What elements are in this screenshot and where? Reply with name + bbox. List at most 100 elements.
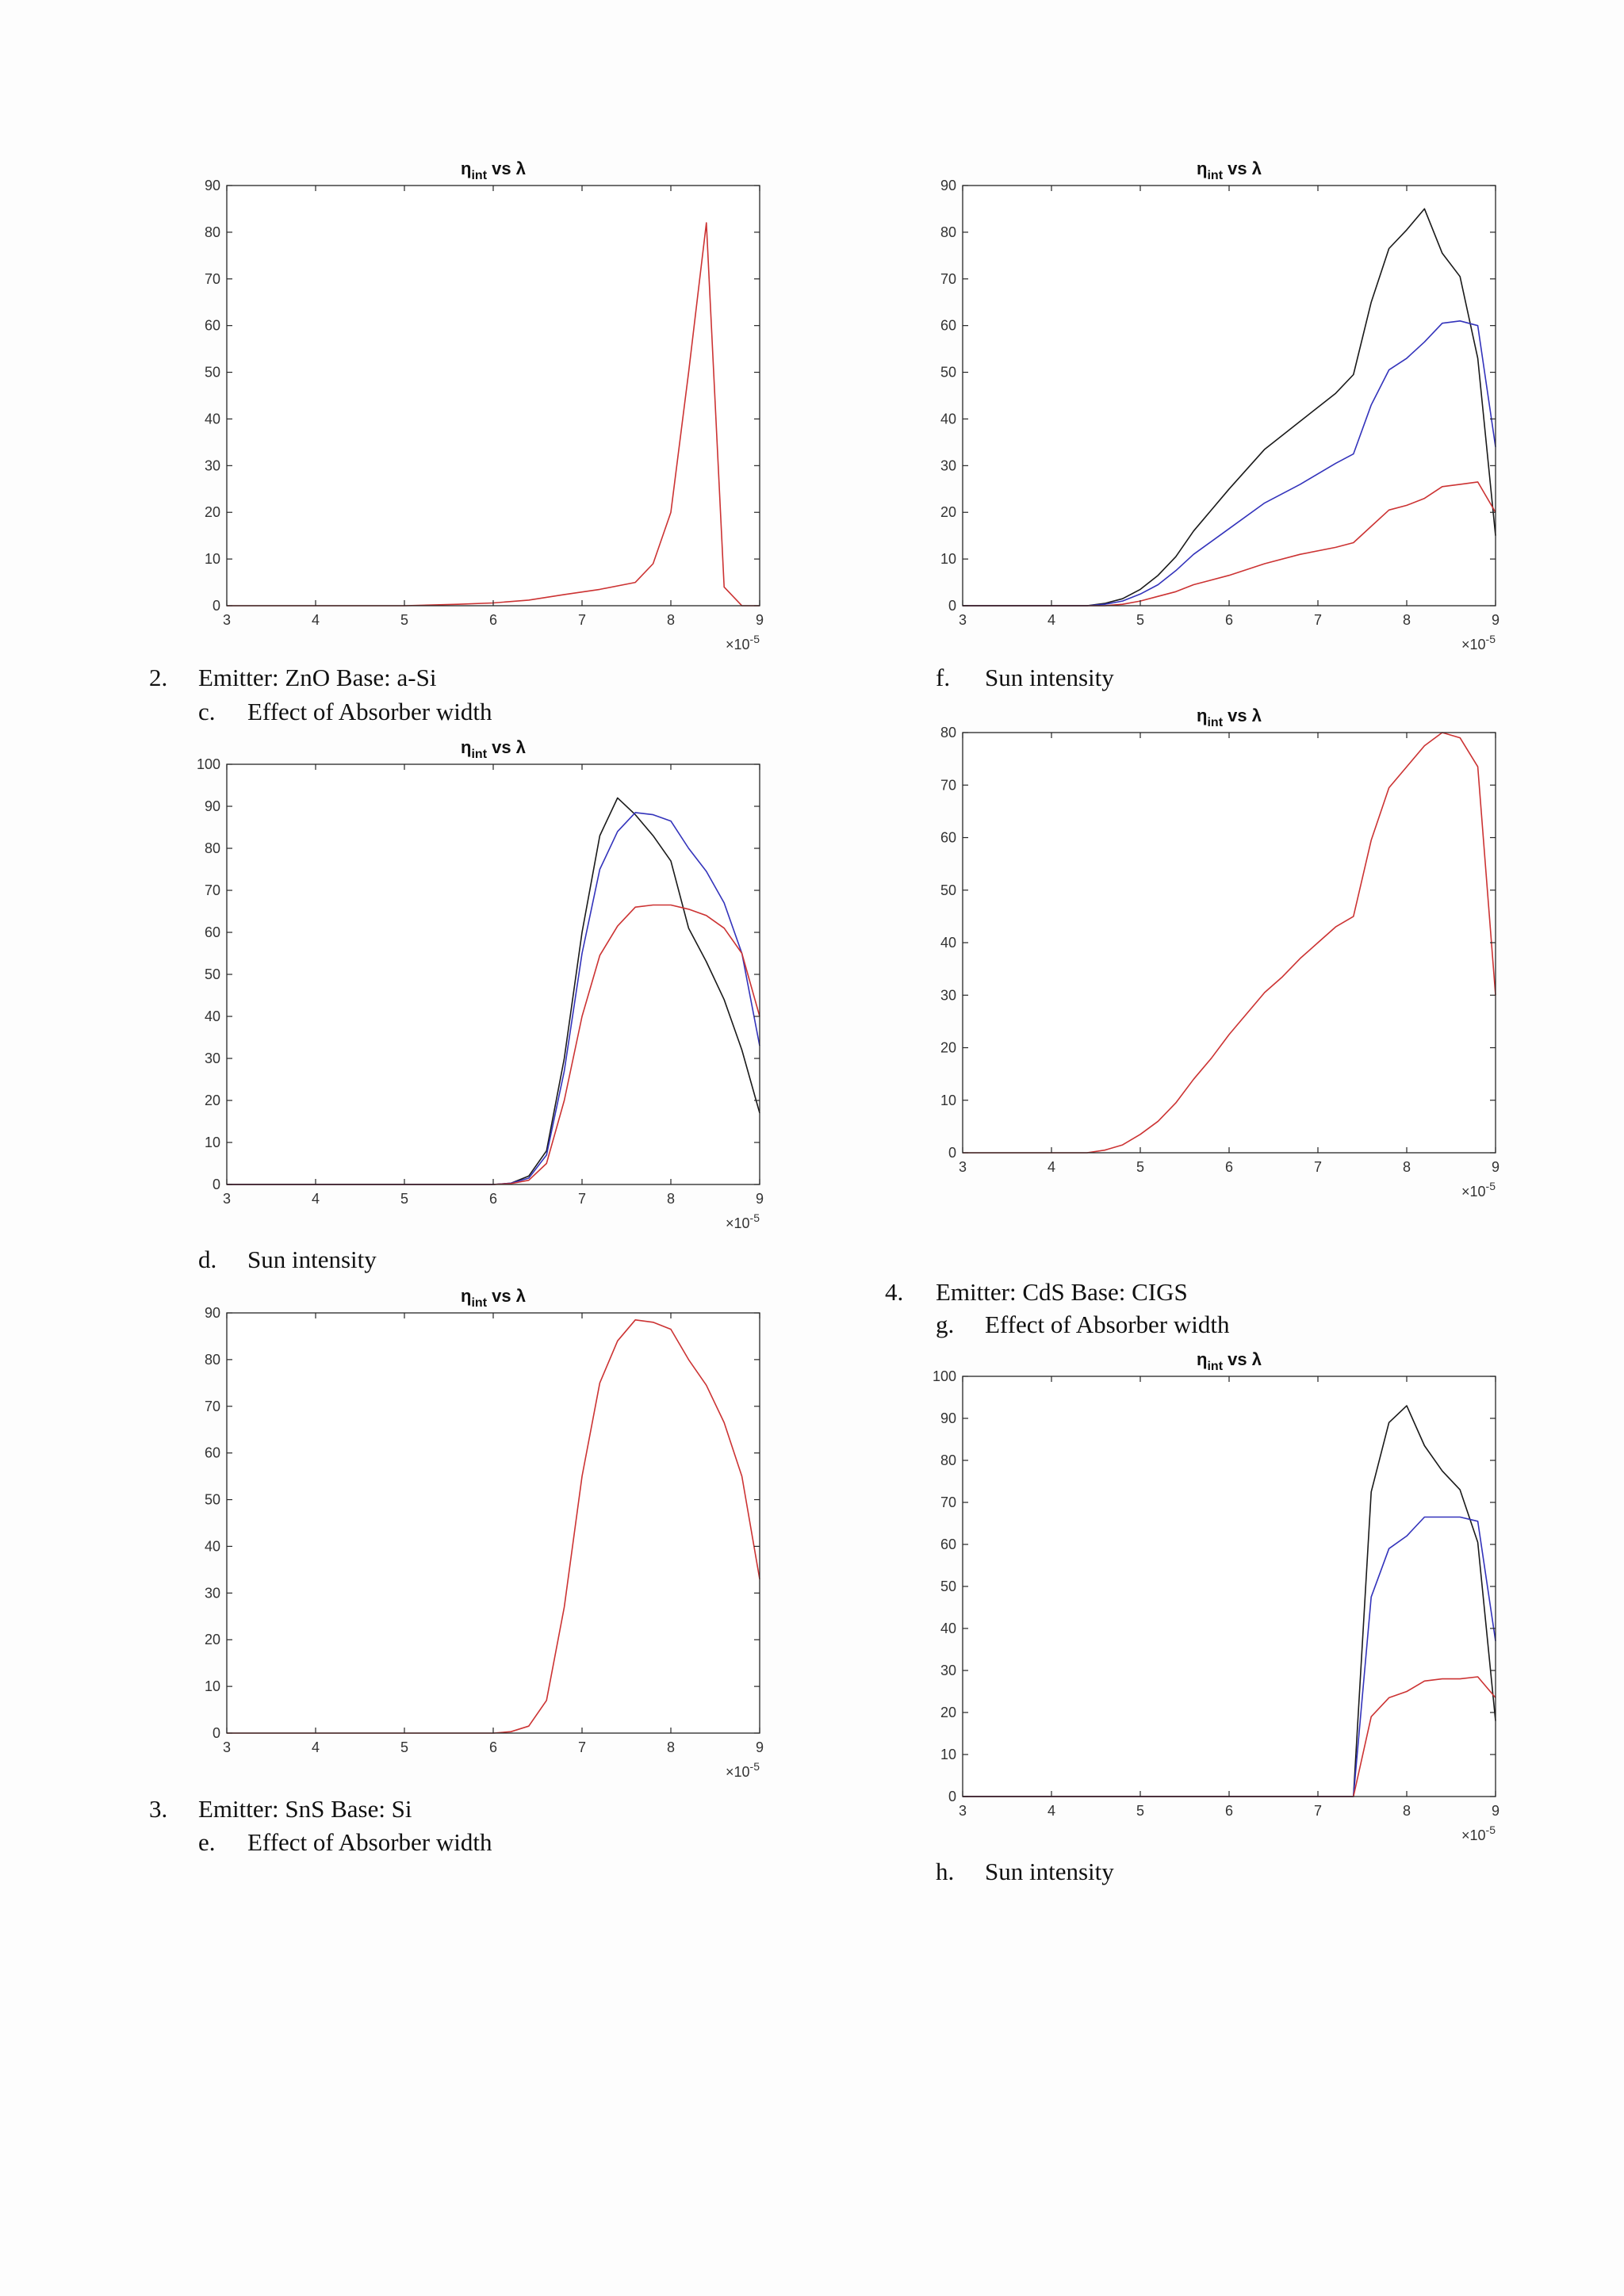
series-line-black [963,208,1496,607]
y-tick-label: 40 [205,411,220,427]
y-tick-label: 30 [940,457,956,473]
y-tick-label: 0 [213,598,220,614]
y-tick-label: 70 [205,882,220,898]
caption-g-text: Effect of Absorber width [985,1311,1230,1338]
x-tick-label: 3 [959,1159,967,1175]
plot-area [963,1376,1496,1797]
plot-f: 3 4 5 6 7 8 9 0 10 20 30 40 50 60 70 80 90 ηint vs λ ×10-5 [918,149,1521,656]
series-line-red [227,904,760,1185]
y-tick-label: 30 [205,457,220,473]
x-tick-label: 6 [489,1739,497,1755]
caption-h-text: Sun intensity [985,1858,1114,1885]
series-line-red [963,732,1496,1154]
plot-area [963,733,1496,1153]
y-tick-label: 40 [940,411,956,427]
series-line-blue [963,320,1496,607]
y-tick-label: 20 [205,1093,220,1108]
y-tick-label: 20 [205,504,220,520]
y-tick-label: 50 [940,365,956,381]
plot-area [963,186,1496,606]
y-tick-label: 60 [205,318,220,334]
x-tick-label: 8 [1403,1803,1411,1819]
y-tick-label: 0 [948,1789,956,1804]
x-tick-label: 9 [1492,1159,1500,1175]
x-axis-multiplier: ×10-5 [726,1211,760,1231]
x-tick-label: 7 [578,612,586,628]
caption-c-letter: c. [198,698,216,725]
x-tick-label: 9 [1492,1803,1500,1819]
x-tick-label: 3 [959,612,967,628]
y-tick-label: 10 [205,1135,220,1150]
x-tick-label: 3 [223,1739,231,1755]
y-tick-label: 80 [940,224,956,240]
y-tick-label: 30 [205,1050,220,1066]
y-tick-label: 0 [948,1145,956,1161]
x-tick-label: 8 [1403,612,1411,628]
y-tick-label: 70 [205,271,220,287]
x-tick-label: 8 [667,1739,675,1755]
x-tick-label: 4 [312,1739,320,1755]
x-tick-label: 9 [756,1739,764,1755]
caption-c-text: Effect of Absorber width [247,698,492,725]
y-tick-label: 10 [205,1678,220,1694]
x-tick-label: 5 [400,1739,408,1755]
y-tick-label: 60 [205,924,220,940]
y-tick-label: 20 [940,1705,956,1720]
caption-4-text: Emitter: CdS Base: CIGS [936,1278,1188,1306]
x-tick-label: 7 [1314,1803,1322,1819]
y-tick-label: 10 [940,1093,956,1108]
series-line-red [227,222,760,607]
chart-title: ηint vs λ [1197,159,1262,182]
plot-area [227,186,760,606]
y-tick-label: 100 [933,1368,956,1384]
caption-f-letter: f. [936,664,951,691]
y-tick-label: 30 [940,987,956,1003]
y-tick-label: 50 [205,365,220,381]
y-tick-label: 90 [940,178,956,193]
series-line-red [963,1676,1496,1797]
y-tick-label: 60 [205,1445,220,1461]
x-axis-multiplier: ×10-5 [726,633,760,652]
y-tick-label: 70 [940,271,956,287]
y-tick-label: 80 [205,840,220,856]
y-tick-label: 40 [205,1538,220,1554]
y-tick-label: 80 [940,1452,956,1468]
plot-e: 3 4 5 6 7 8 9 0 10 20 30 40 50 60 70 80 90 ηint vs λ ×10-5 [182,1276,785,1784]
plot-area [227,1313,760,1733]
x-tick-label: 3 [223,612,231,628]
x-tick-label: 4 [1048,1159,1055,1175]
x-tick-label: 4 [1048,612,1055,628]
x-tick-label: 5 [1136,1159,1144,1175]
y-tick-label: 50 [940,1578,956,1594]
series-line-red [963,481,1496,607]
plot-h: 3 4 5 6 7 8 9 0 10 20 30 40 50 60 70 80 90 100 ηint vs λ ×1… [918,1340,1521,1847]
x-tick-label: 5 [1136,612,1144,628]
y-tick-label: 60 [940,318,956,334]
caption-2-text: Emitter: ZnO Base: a-Si [198,664,437,691]
x-axis-multiplier: ×10-5 [1461,633,1496,652]
caption-f-text: Sun intensity [985,664,1114,691]
series-line-black [227,797,760,1185]
y-tick-label: 50 [940,882,956,898]
series-line-red [227,1318,760,1734]
caption-d-text: Sun intensity [247,1246,377,1273]
caption-d-letter: d. [198,1246,217,1273]
caption-h-letter: h. [936,1858,955,1885]
y-tick-label: 100 [197,756,220,772]
y-tick-label: 30 [205,1585,220,1601]
y-tick-label: 80 [205,1352,220,1368]
x-tick-label: 6 [1225,1159,1233,1175]
x-tick-label: 4 [312,612,320,628]
chart-title: ηint vs λ [461,737,526,761]
chart-title: ηint vs λ [1197,706,1262,729]
y-tick-label: 90 [940,1410,956,1426]
y-tick-label: 80 [940,725,956,740]
x-tick-label: 7 [578,1191,586,1207]
plot-area [227,764,760,1184]
x-tick-label: 6 [1225,612,1233,628]
y-tick-label: 90 [205,798,220,814]
